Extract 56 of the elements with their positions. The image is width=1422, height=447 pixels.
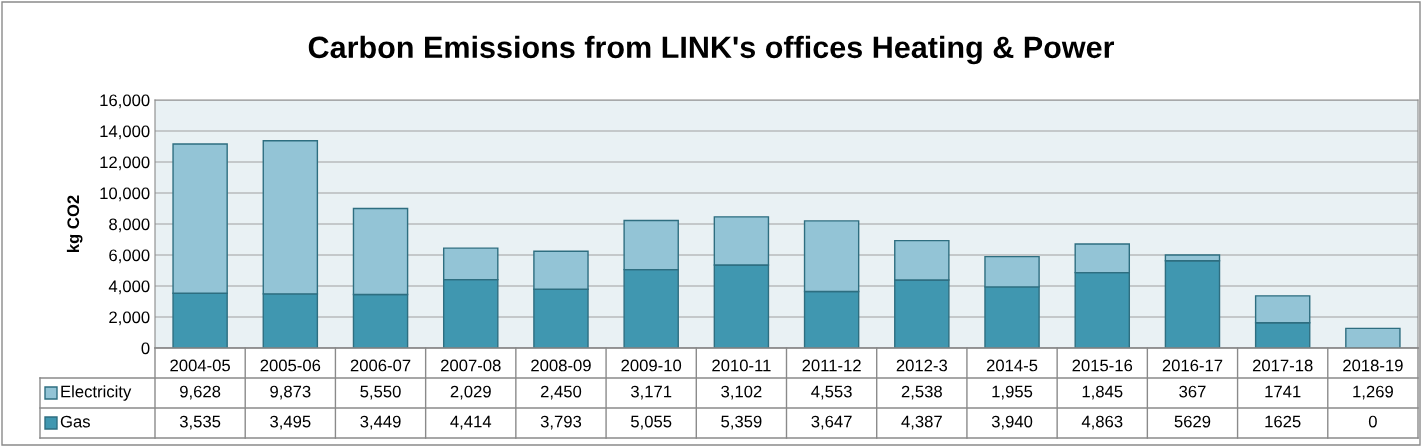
data-label: 9,873 <box>270 385 311 400</box>
data-label: 3,495 <box>270 415 311 430</box>
x-tick-label: 2018-19 <box>1343 359 1403 372</box>
data-label: 0 <box>1368 415 1377 428</box>
x-tick-label: 2005-06 <box>260 359 321 372</box>
data-label: 3,449 <box>360 415 401 430</box>
x-tick-label: 2007-08 <box>441 359 501 372</box>
legend-label: Electricity <box>61 385 132 401</box>
y-tick-label: 2,000 <box>109 311 150 326</box>
data-label: 1,955 <box>992 385 1033 400</box>
x-tick-label: 2012-3 <box>896 359 948 372</box>
data-label: 1625 <box>1265 415 1301 428</box>
y-tick-label: 6,000 <box>109 249 150 264</box>
x-tick-label: 2016-17 <box>1162 359 1223 372</box>
x-tick-label: 2009-10 <box>621 359 682 372</box>
x-tick-label: 2008-09 <box>531 359 591 372</box>
data-label: 5,359 <box>721 415 762 430</box>
data-label: 2,538 <box>901 385 942 400</box>
data-label: 3,940 <box>991 415 1033 430</box>
data-label: 1,845 <box>1082 385 1123 400</box>
y-tick-label: 16,000 <box>100 94 150 109</box>
data-label: 1741 <box>1265 385 1301 398</box>
data-label: 1,269 <box>1353 385 1393 400</box>
data-label: 4,387 <box>901 415 942 430</box>
data-label: 3,793 <box>540 415 582 430</box>
y-tick-label: 14,000 <box>100 125 150 140</box>
data-label: 5,550 <box>360 385 401 400</box>
x-tick-label: 2006-07 <box>350 359 411 372</box>
x-tick-label: 2017-18 <box>1252 359 1313 372</box>
y-tick-label: 12,000 <box>100 156 150 171</box>
data-label: 3,647 <box>811 415 852 430</box>
x-tick-label: 2010-11 <box>712 359 771 372</box>
data-label: 2,029 <box>450 385 491 400</box>
y-tick-label: 8,000 <box>109 218 150 233</box>
y-tick-label: 0 <box>141 342 150 355</box>
data-label: 2,450 <box>540 385 582 400</box>
data-label: 9,628 <box>180 385 221 400</box>
data-label: 4,414 <box>450 415 492 430</box>
x-tick-label: 2011-12 <box>802 359 861 372</box>
data-label: 4,863 <box>1081 415 1123 430</box>
x-tick-label: 2004-05 <box>170 359 230 372</box>
data-label: 5,055 <box>630 415 672 430</box>
y-axis-title: kg CO2 <box>66 195 83 253</box>
x-tick-label: 2015-16 <box>1072 359 1133 372</box>
x-tick-label: 2014-5 <box>986 359 1038 372</box>
y-tick-label: 4,000 <box>108 280 150 295</box>
data-label: 3,102 <box>721 385 762 400</box>
data-label: 367 <box>1179 385 1206 398</box>
data-label: 5629 <box>1174 415 1211 428</box>
legend-label: Gas <box>60 415 90 428</box>
data-label: 3,535 <box>179 415 221 430</box>
bar <box>1345 327 1401 348</box>
data-label: 4,553 <box>811 385 852 400</box>
data-label: 3,171 <box>630 385 672 400</box>
y-tick-label: 10,000 <box>100 187 150 202</box>
chart-title: Carbon Emissions from LINK's offices Heating & Power <box>308 35 1115 65</box>
